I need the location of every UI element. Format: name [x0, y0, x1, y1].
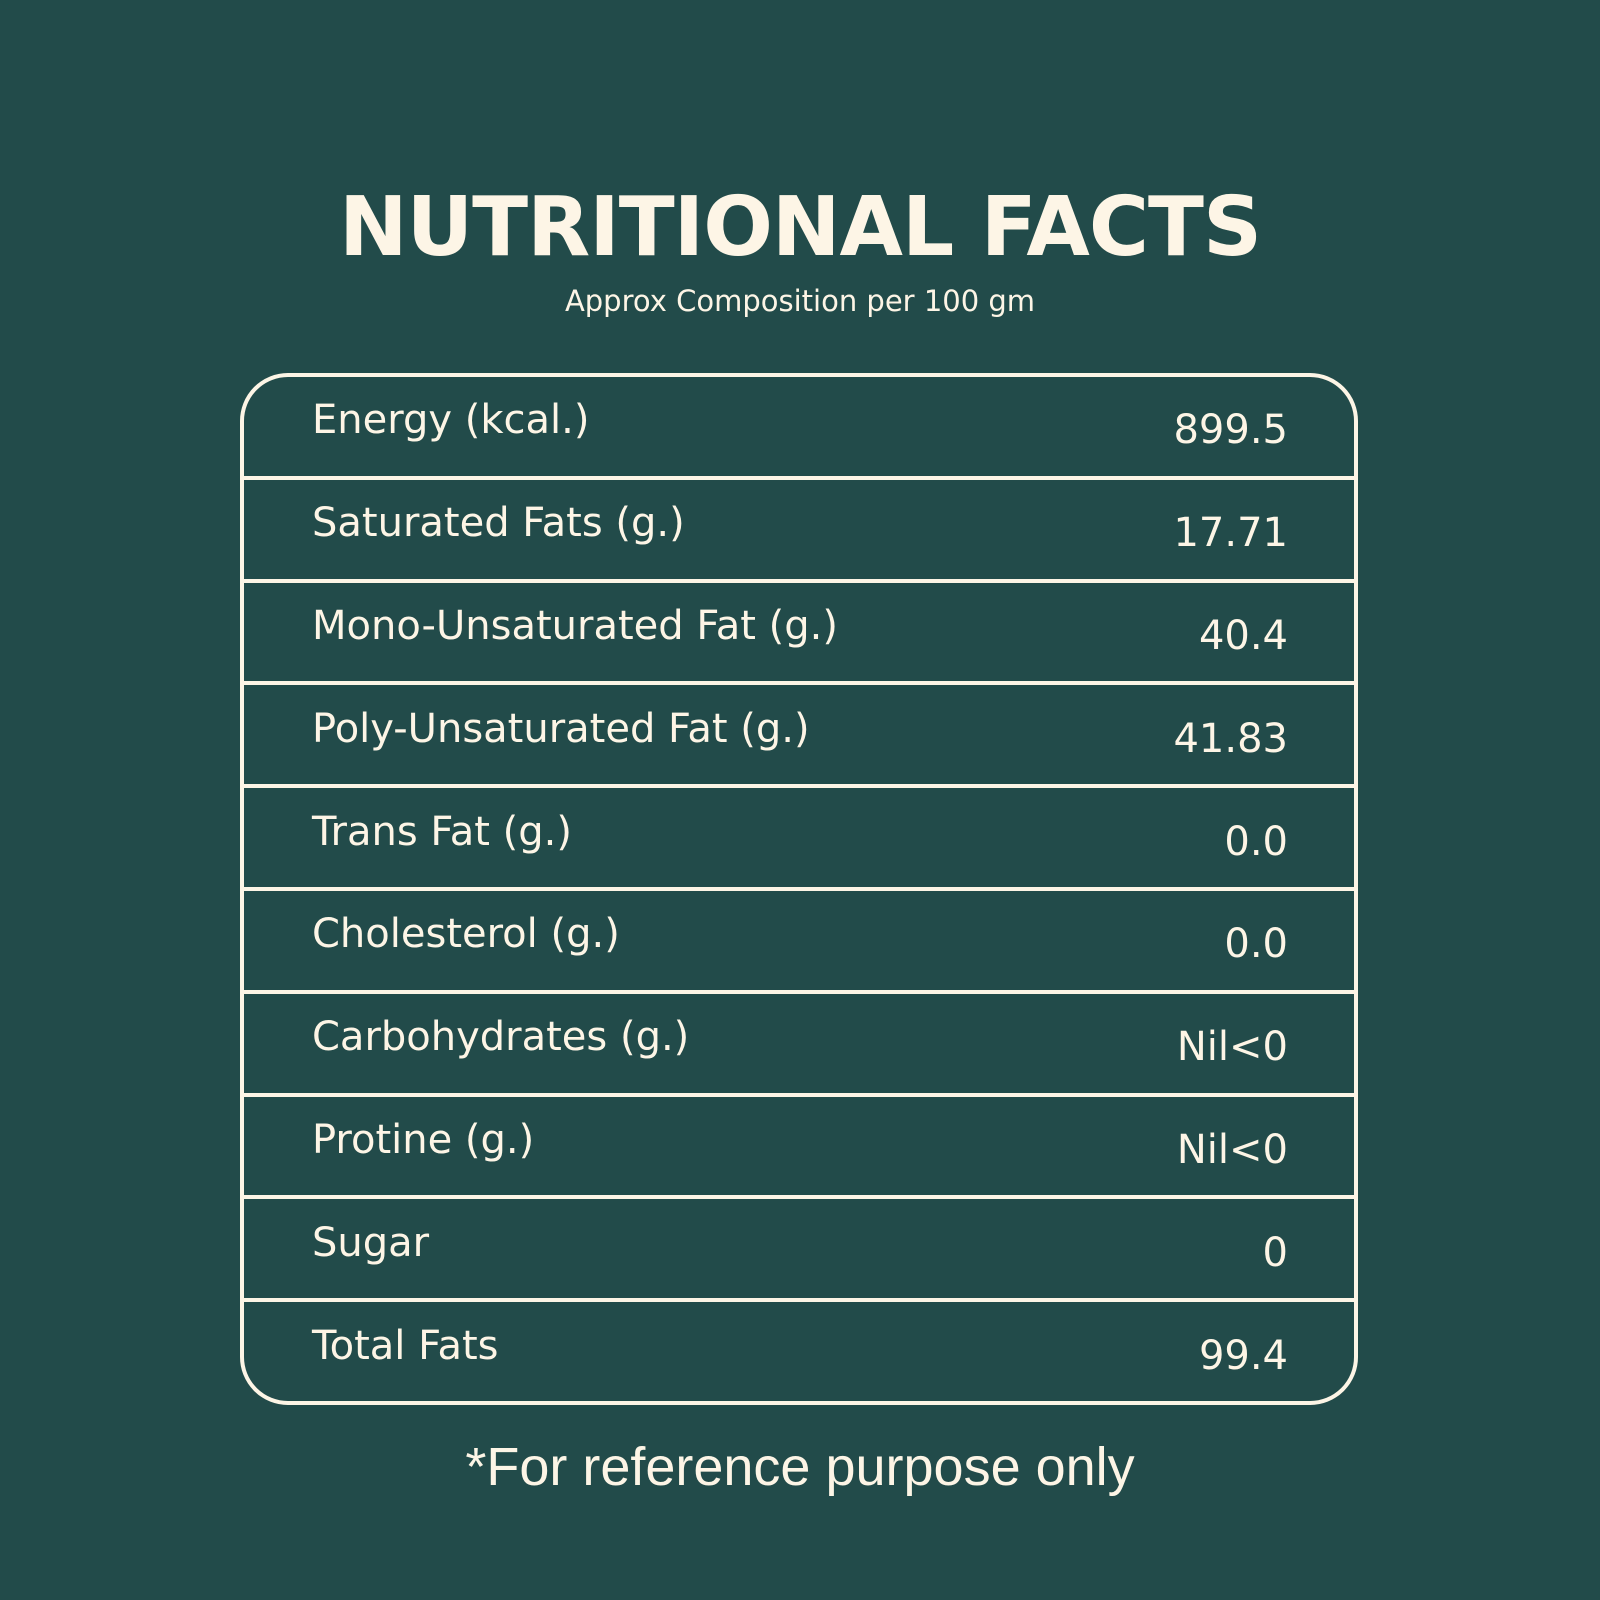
title: NUTRITIONAL FACTS — [338, 180, 1262, 275]
nutrient-label: Protine (g.) — [312, 1116, 535, 1163]
nutrient-value: 0.0 — [1224, 818, 1288, 865]
nutrient-value: Nil<0 — [1176, 1024, 1288, 1071]
nutrient-label: Poly-Unsaturated Fat (g.) — [312, 705, 810, 752]
nutrient-label: Mono-Unsaturated Fat (g.) — [312, 602, 838, 649]
subtitle: Approx Composition per 100 gm — [564, 284, 1036, 318]
nutrient-label: Cholesterol (g.) — [312, 911, 620, 958]
nutrient-label: Trans Fat (g.) — [312, 808, 572, 855]
nutrient-label: Total Fats — [312, 1322, 499, 1369]
table-row: Carbohydrates (g.) Nil<0 — [244, 994, 1354, 1097]
table-row: Cholesterol (g.) 0.0 — [244, 891, 1354, 994]
table-row: Mono-Unsaturated Fat (g.) 40.4 — [244, 583, 1354, 686]
nutrient-value: Nil<0 — [1176, 1126, 1288, 1173]
table-row: Sugar 0 — [244, 1199, 1354, 1303]
nutrient-value: 0.0 — [1224, 921, 1288, 968]
nutrient-value: 41.83 — [1173, 715, 1288, 762]
table-row: Protine (g.) Nil<0 — [244, 1097, 1354, 1200]
nutrient-value: 0 — [1262, 1229, 1288, 1276]
nutrient-value: 40.4 — [1198, 612, 1288, 659]
nutrient-value: 99.4 — [1198, 1332, 1288, 1379]
table-row: Poly-Unsaturated Fat (g.) 41.83 — [244, 685, 1354, 789]
table-row: Trans Fat (g.) 0.0 — [244, 788, 1354, 891]
table-row: Saturated Fats (g.) 17.71 — [244, 480, 1354, 583]
nutrient-label: Saturated Fats (g.) — [312, 500, 685, 547]
table-row: Energy (kcal.) 899.5 — [244, 377, 1354, 480]
table-row: Total Fats 99.4 — [244, 1302, 1354, 1401]
nutrition-table: Energy (kcal.) 899.5 Saturated Fats (g.) 17… — [240, 373, 1358, 1405]
nutrient-label: Energy (kcal.) — [312, 397, 590, 444]
nutrient-label: Carbohydrates (g.) — [312, 1014, 690, 1061]
nutrient-value: 17.71 — [1173, 510, 1288, 557]
footnote: *For reference purpose only — [465, 1437, 1135, 1497]
nutrient-value: 899.5 — [1173, 407, 1288, 454]
nutrient-label: Sugar — [312, 1219, 430, 1266]
